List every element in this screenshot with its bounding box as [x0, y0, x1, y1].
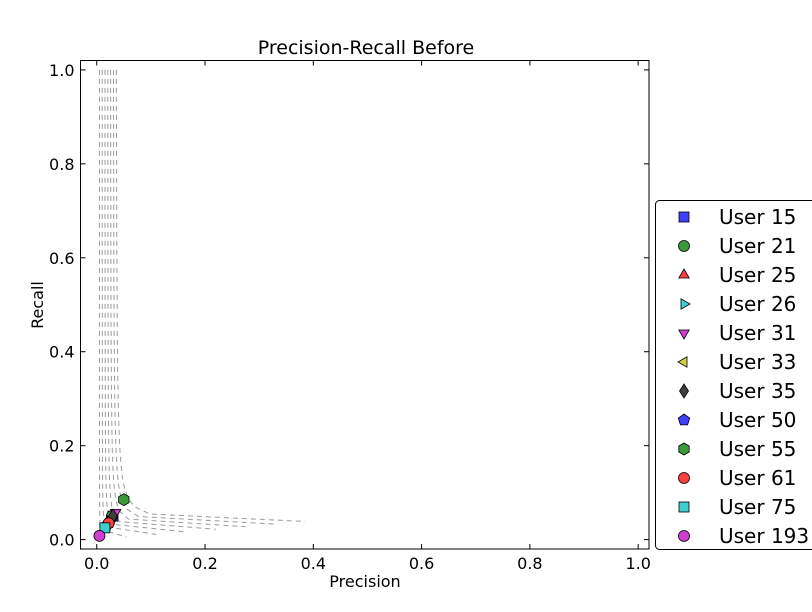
legend: User 15 User 21 User 25 User 26 User 31 User …: [655, 200, 812, 550]
legend-marker-user-61: [678, 472, 690, 484]
legend-label: User 61: [719, 466, 796, 490]
axis-ticks: 0.0 0.2 0.4 0.6 0.8 1.0 0.0 0.2 0.4 0.6 0.8 1.0: [49, 60, 651, 573]
legend-marker-user-193: [678, 530, 690, 542]
legend-label: User 75: [719, 495, 796, 519]
legend-item-user-33: User 33: [677, 350, 796, 374]
iso-curve-3: [104, 69, 187, 533]
legend-item-user-50: User 50: [677, 408, 796, 432]
data-points: [93, 493, 130, 542]
x-axis-label: Precision: [329, 572, 400, 591]
iso-curve-2: [101, 69, 157, 535]
x-tick-label: 1.0: [625, 554, 650, 573]
y-tick-label: 0.0: [49, 531, 74, 550]
y-axis-label: Recall: [28, 281, 47, 329]
point-user-193: [93, 529, 106, 542]
x-tick-label: 0.2: [192, 554, 217, 573]
x-tick-label: 0.6: [409, 554, 434, 573]
iso-curve-1: [99, 69, 127, 538]
x-tick-label: 0.8: [517, 554, 542, 573]
legend-label: User 50: [719, 408, 796, 432]
legend-label: User 31: [719, 321, 796, 345]
legend-marker-user-33: [677, 356, 688, 368]
legend-item-user-21: User 21: [678, 234, 796, 258]
legend-item-user-75: User 75: [678, 495, 796, 519]
legend-item-user-193: User 193: [678, 524, 809, 548]
legend-marker-user-15: [678, 211, 690, 223]
legend-item-user-25: User 25: [678, 263, 796, 287]
legend-label: User 33: [719, 350, 796, 374]
iso-curve-6: [113, 69, 276, 525]
x-tick-label: 0.0: [84, 554, 109, 573]
legend-label: User 193: [719, 524, 809, 548]
legend-marker-user-35: [679, 383, 689, 399]
legend-label: User 25: [719, 263, 796, 287]
y-tick-label: 1.0: [49, 61, 74, 80]
legend-item-user-26: User 26: [680, 292, 796, 316]
legend-label: User 55: [719, 437, 796, 461]
legend-marker-user-55: [678, 442, 690, 456]
legend-box: [655, 200, 812, 550]
legend-marker-user-75: [678, 501, 690, 513]
y-tick-label: 0.6: [49, 249, 74, 268]
legend-item-user-55: User 55: [678, 437, 796, 461]
chart-title: Precision-Recall Before: [258, 37, 474, 59]
point-user-75: [99, 522, 111, 534]
iso-curve-5: [110, 69, 246, 528]
legend-item-user-31: User 31: [678, 321, 796, 345]
legend-marker-user-25: [678, 268, 690, 279]
legend-label: User 26: [719, 292, 796, 316]
legend-marker-user-26: [680, 298, 691, 310]
iso-curve-7: [115, 69, 306, 522]
legend-label: User 21: [719, 234, 796, 258]
y-tick-label: 0.4: [49, 343, 74, 362]
legend-item-user-35: User 35: [679, 379, 796, 403]
legend-item-user-15: User 15: [678, 205, 796, 229]
iso-f1-curves: [99, 69, 306, 538]
point-user-55: [118, 493, 130, 507]
y-tick-label: 0.8: [49, 155, 74, 174]
x-tick-label: 0.4: [301, 554, 326, 573]
y-tick-label: 0.2: [49, 437, 74, 456]
iso-curve-4: [107, 69, 216, 530]
plot-frame: [80, 60, 650, 550]
legend-label: User 35: [719, 379, 796, 403]
legend-item-user-61: User 61: [678, 466, 796, 490]
legend-marker-user-21: [678, 240, 690, 252]
legend-label: User 15: [719, 205, 796, 229]
legend-marker-user-50: [677, 413, 691, 426]
legend-marker-user-31: [678, 329, 690, 340]
